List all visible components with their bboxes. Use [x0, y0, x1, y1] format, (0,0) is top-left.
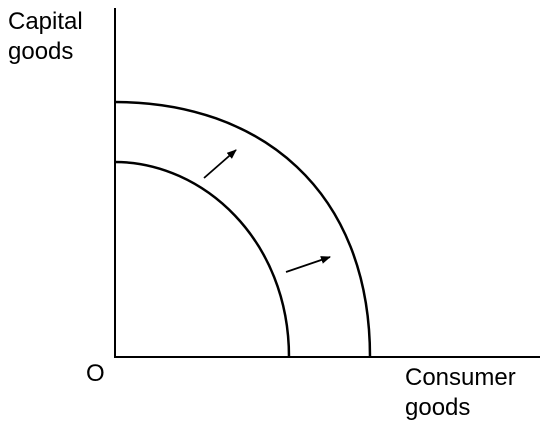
upper-shift-arrow: [203, 149, 237, 179]
y-axis-label-line-2: goods: [8, 38, 74, 65]
shifted-ppf-curve: [114, 100, 372, 358]
x-axis-label-line-1: Consumer: [405, 364, 516, 391]
y-axis-label-line-1: Capital: [8, 8, 83, 35]
lower-shift-arrow: [285, 256, 331, 273]
origin-label: O: [86, 360, 105, 387]
x-axis-label-line-2: goods: [405, 394, 471, 421]
original-ppf-curve: [114, 160, 291, 358]
